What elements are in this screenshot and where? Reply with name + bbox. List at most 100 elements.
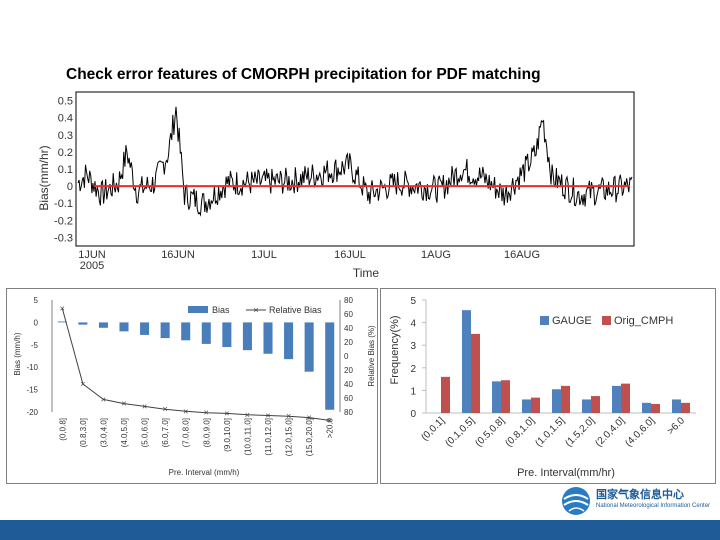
relative-bias-line — [61, 308, 330, 421]
bias-category-label: (4.0,5.0] — [120, 418, 129, 447]
cmorph-bar — [501, 380, 510, 413]
bias-bar — [222, 322, 232, 348]
bias-y-tick-label: -15 — [26, 386, 38, 395]
bias-category-label: (12.0,15.0] — [285, 418, 294, 456]
bias-y-axis-label: Bias (mm/h) — [13, 332, 22, 375]
legend-bias-label: Bias — [212, 305, 230, 315]
logo-chinese-text: 国家气象信息中心 — [596, 489, 684, 501]
ts-x-axis-label: Time — [353, 266, 380, 278]
relbias-y-tick-label: 40 — [344, 324, 353, 333]
relative-bias-marker: × — [286, 411, 291, 421]
freq-y-tick-label: 2 — [410, 364, 416, 375]
bias-category-label: (6.0,7.0] — [161, 418, 170, 447]
freq-legend: GAUGE Orig_CMPH — [540, 315, 673, 327]
bias-bar — [304, 322, 314, 372]
nmic-logo: 国家气象信息中心 National Meteorological Informa… — [560, 484, 710, 518]
relative-bias-marker: × — [121, 399, 126, 409]
freq-y-axis-label: Frequency(%) — [389, 315, 401, 384]
ts-y-tick-label: 0.2 — [58, 147, 73, 159]
relbias-y-tick-label: 20 — [344, 338, 353, 347]
ts-y-tick-label: -0.2 — [54, 215, 73, 227]
bias-category-label: (0,0.8] — [58, 418, 67, 441]
gauge-bar — [522, 399, 531, 413]
footer-band — [0, 520, 720, 540]
cmorph-bar — [441, 376, 450, 413]
ts-y-tick-label: -0.3 — [54, 232, 73, 244]
relbias-y-tick-label: 60 — [344, 310, 353, 319]
bias-legend: Bias × Relative Bias — [188, 305, 322, 315]
relative-bias-marker: × — [163, 404, 168, 414]
freq-y-tick-label: 0 — [410, 409, 416, 420]
bias-bar — [98, 322, 108, 328]
bias-bar — [181, 322, 191, 341]
gauge-bar — [462, 310, 471, 413]
relative-bias-marker: × — [204, 408, 209, 418]
ts-y-tick-label: 0 — [67, 181, 73, 193]
ts-x-tick-label: 1JUN 2005 — [78, 249, 106, 272]
gauge-bar — [582, 399, 591, 413]
cmorph-bar — [471, 333, 480, 413]
gauge-bar — [492, 381, 501, 413]
ts-x-tick-label: 16JUN — [161, 249, 195, 261]
bias-bar — [78, 322, 88, 325]
slide-title: Check error features of CMORPH precipita… — [66, 66, 541, 83]
cmorph-bar — [531, 397, 540, 413]
ts-x-tick-label: 1JUL — [251, 249, 277, 261]
cmorph-bar — [561, 385, 570, 413]
relbias-y-tick-label: 80 — [344, 408, 353, 417]
bias-by-interval-chart: Bias × Relative Bias 5 0 -5 -10 -15 -20 80 60 40… — [6, 288, 378, 484]
logo-english-text: National Meteorological Information Cent… — [596, 503, 711, 509]
freq-y-tick-label: 5 — [410, 296, 416, 307]
freq-y-tick-label: 1 — [410, 386, 416, 397]
ts-x-tick-label: 16JUL — [334, 249, 366, 261]
relbias-y-tick-label: 80 — [344, 296, 353, 305]
gauge-bar — [672, 399, 681, 413]
ts-y-tick-label: 0.3 — [58, 130, 73, 142]
ts-y-tick-label: 0.5 — [58, 96, 73, 108]
relative-bias-marker: × — [80, 379, 85, 389]
bias-bar — [57, 321, 67, 323]
relative-bias-marker: × — [60, 303, 65, 313]
relbias-y-axis-label: Relative Bias (%) — [367, 325, 376, 387]
bias-bars — [57, 321, 335, 410]
relative-bias-marker: × — [327, 415, 332, 425]
bias-y-tick-label: -10 — [26, 363, 38, 372]
bias-category-label: (0.8,3.0] — [79, 418, 88, 447]
bias-category-label: (8.0,9.0] — [202, 418, 211, 447]
ts-x-ticks: 1JUN 2005 16JUN 1JUL 16JUL 1AUG 16AUG — [78, 249, 540, 272]
bias-chart-frame — [6, 288, 378, 484]
bias-x-axis-label: Pre. Interval (mm/h) — [169, 468, 240, 477]
bias-category-label: (11.0,12.0] — [264, 418, 273, 456]
bias-bar — [119, 322, 129, 332]
freq-bars — [441, 310, 690, 413]
gauge-bar — [612, 385, 621, 413]
freq-y-tick-label: 4 — [410, 319, 416, 330]
bias-y-tick-label: -5 — [31, 341, 39, 350]
bias-bar — [263, 322, 273, 354]
freq-x-axis-label: Pre. Interval(mm/hr) — [517, 467, 615, 479]
cmorph-bar — [651, 403, 660, 413]
bias-bar — [140, 322, 150, 335]
relative-bias-marker: × — [245, 410, 250, 420]
bias-bar — [201, 322, 211, 344]
bias-y-tick-label: 5 — [34, 296, 39, 305]
relative-bias-marker: × — [183, 406, 188, 416]
bias-category-labels: (0,0.8] (0.8,3.0] (3.0,4.0] (4.0,5.0] (5.0,6… — [58, 417, 334, 456]
ts-y-tick-label: 0.4 — [58, 113, 73, 125]
legend-cmorph-swatch — [602, 316, 611, 325]
gauge-bar — [642, 402, 651, 413]
bias-bar — [325, 322, 335, 410]
bias-axes: 5 0 -5 -10 -15 -20 80 60 40 20 0 20 40 60 80 — [26, 296, 353, 417]
cmorph-bar — [621, 383, 630, 413]
relative-bias-marker: × — [265, 411, 270, 421]
bias-category-label: (10.0,11.0] — [243, 418, 252, 456]
legend-cmorph-label: Orig_CMPH — [614, 315, 673, 327]
bias-category-label: (7.0,8.0] — [182, 418, 191, 447]
relative-bias-marker: × — [224, 408, 229, 418]
ts-y-axis-label: Bias(mm/hr) — [37, 145, 51, 210]
relative-bias-marker: × — [307, 413, 312, 423]
cmorph-bar — [681, 402, 690, 413]
bias-category-label: (5.0,6.0] — [141, 418, 150, 447]
bias-category-label: (9.0,10.0] — [223, 418, 232, 452]
